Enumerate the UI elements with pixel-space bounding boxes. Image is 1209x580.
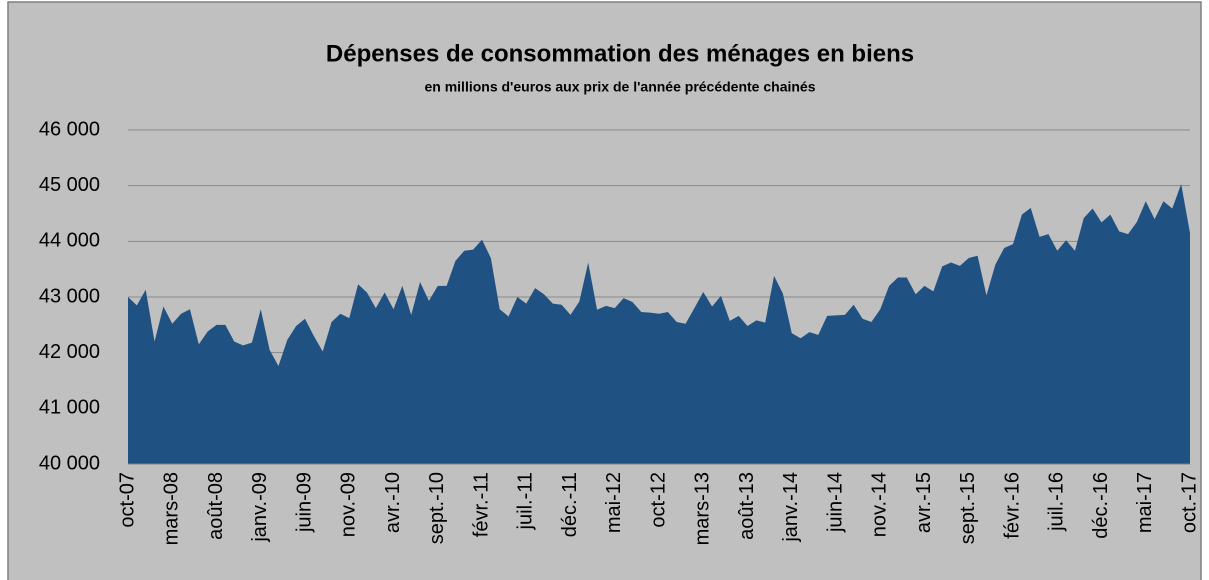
x-tick-label: avr.-15 (913, 472, 935, 533)
x-tick-label: nov.-14 (869, 472, 891, 537)
area (128, 183, 1190, 464)
y-tick-label: 43 000 (39, 285, 100, 307)
y-tick-label: 40 000 (39, 452, 100, 474)
y-tick-label: 42 000 (39, 341, 100, 363)
x-tick-label: août-13 (736, 472, 758, 540)
x-tick-label: oct-12 (647, 472, 669, 528)
x-tick-label: oct.-17 (1178, 472, 1200, 533)
x-tick-label: oct-07 (116, 472, 138, 528)
chart-title: Dépenses de consommation des ménages en … (326, 40, 914, 67)
x-tick-label: mars-08 (161, 472, 183, 545)
x-tick-label: avr.-10 (382, 472, 404, 533)
x-tick-label: nov.-09 (338, 472, 360, 537)
x-tick-label: déc.-11 (559, 472, 581, 537)
x-tick-label: juil.-11 (515, 472, 537, 530)
x-tick-label: sept.-10 (426, 472, 448, 544)
y-tick-label: 41 000 (39, 397, 100, 419)
x-tick-label: févr.-11 (470, 472, 492, 537)
x-tick-label: juil.-16 (1046, 472, 1068, 532)
x-tick-label: mai-17 (1134, 472, 1156, 533)
x-tick-label: juin-09 (293, 472, 315, 533)
x-tick-label: juin-14 (824, 472, 846, 533)
x-tick-label: déc.-16 (1090, 472, 1112, 539)
x-tick-label: janv.-09 (249, 472, 271, 543)
x-tick-label: sept.-15 (957, 472, 979, 544)
x-tick-label: mai-12 (603, 472, 625, 533)
x-tick-label: mars-13 (692, 472, 714, 545)
y-tick-label: 44 000 (39, 230, 100, 252)
chart-subtitle: en millions d'euros aux prix de l'année … (424, 79, 815, 95)
x-tick-label: févr.-16 (1001, 472, 1023, 539)
x-tick-label: août-08 (205, 472, 227, 540)
x-tick-label: janv.-14 (780, 472, 802, 543)
y-tick-label: 46 000 (39, 118, 100, 140)
y-tick-label: 45 000 (39, 174, 100, 196)
